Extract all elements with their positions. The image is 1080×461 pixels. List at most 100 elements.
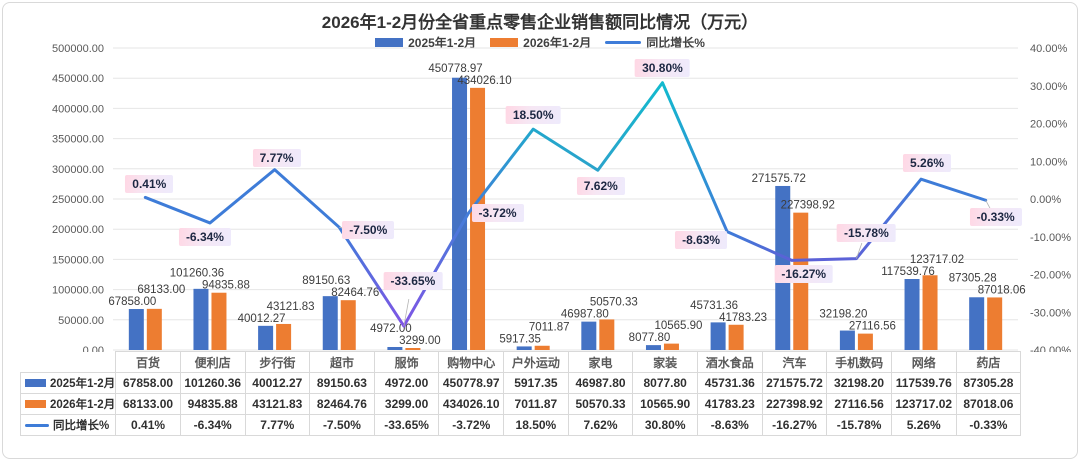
bar-2026 bbox=[146, 308, 162, 350]
table-cell: -0.33% bbox=[955, 414, 1022, 436]
table-cell: 18.50% bbox=[503, 414, 569, 436]
legend-item-2026[interactable]: 2026年1-2月 bbox=[490, 34, 591, 51]
bar-2026 bbox=[211, 292, 227, 350]
value-label-2026: 68133.00 bbox=[137, 284, 185, 296]
value-label-2025: 450778.97 bbox=[428, 63, 482, 75]
value-label-2025: 8077.80 bbox=[629, 332, 671, 344]
left-axis-tick: 250000.00 bbox=[52, 194, 104, 206]
table-cell: 434026.10 bbox=[438, 393, 505, 415]
table-cell: 227398.92 bbox=[761, 393, 828, 415]
table-cell: 82464.76 bbox=[309, 393, 375, 415]
table-cell: 0.41% bbox=[115, 414, 181, 436]
category-header: 服饰 bbox=[373, 351, 440, 373]
category-header: 步行街 bbox=[244, 351, 311, 373]
table-cell: 5917.35 bbox=[503, 372, 569, 394]
value-label-2026: 94835.88 bbox=[202, 280, 250, 292]
value-label-2025: 89150.63 bbox=[302, 275, 350, 287]
value-label-2025: 46987.80 bbox=[561, 309, 609, 321]
bar-2026 bbox=[599, 319, 615, 350]
label-leader bbox=[856, 242, 863, 259]
table-row: 2026年1-2月 68133.00 94835.88 43121.83 82464.7… bbox=[19, 393, 1022, 415]
table-body: 2025年1-2月 67858.00 101260.36 40012.27 89150.… bbox=[19, 372, 1022, 436]
table-cell: 3299.00 bbox=[373, 393, 440, 415]
series-name: 2025年1-2月 bbox=[50, 378, 116, 390]
left-axis-tick: 0.00 bbox=[83, 345, 104, 352]
category-header: 超市 bbox=[309, 351, 375, 373]
bar-2026 bbox=[728, 324, 744, 350]
bar-2025 bbox=[387, 346, 403, 350]
table-row: 同比增长% 0.41% -6.34% 7.77% -7.50% -33.65% -3.72%… bbox=[19, 414, 1022, 436]
table-cell: 43121.83 bbox=[244, 393, 311, 415]
bar-2026 bbox=[405, 348, 421, 350]
value-label-2026: 82464.76 bbox=[331, 287, 379, 299]
series-bar-icon bbox=[25, 379, 46, 387]
table-row: 2025年1-2月 67858.00 101260.36 40012.27 89150.… bbox=[19, 372, 1022, 394]
left-axis-tick: 300000.00 bbox=[52, 164, 104, 176]
left-axis-tick: 350000.00 bbox=[52, 134, 104, 146]
category-header: 酒水食品 bbox=[696, 351, 763, 373]
series-bar-icon bbox=[25, 400, 46, 408]
legend-label-2026: 2026年1-2月 bbox=[523, 36, 592, 50]
bar-2025 bbox=[969, 297, 985, 350]
bar-2026 bbox=[987, 297, 1003, 350]
right-axis-tick: -40.00% bbox=[1030, 345, 1071, 352]
bar-2025 bbox=[128, 309, 144, 350]
value-label-2026: 43121.83 bbox=[267, 301, 315, 313]
value-label-2026: 434026.10 bbox=[457, 75, 511, 87]
right-axis-tick: 20.00% bbox=[1030, 119, 1068, 131]
left-axis-tick: 100000.00 bbox=[52, 285, 104, 297]
table-cell: 117539.76 bbox=[890, 372, 957, 394]
table-cell: 7.62% bbox=[567, 414, 634, 436]
table-cell: 67858.00 bbox=[115, 372, 181, 394]
table-corner bbox=[20, 351, 116, 373]
value-label-2025: 40012.27 bbox=[238, 313, 286, 325]
right-axis-tick: -10.00% bbox=[1030, 232, 1071, 244]
grid-and-axes: 0.00 50000.00 100000.00 150000.00 200000.00 2… bbox=[52, 43, 1071, 352]
value-label-2025: 32198.20 bbox=[819, 309, 867, 321]
table-cell: 27116.56 bbox=[826, 393, 892, 415]
legend-item-growth[interactable]: 同比增长% bbox=[605, 34, 705, 51]
value-label-2026: 50570.33 bbox=[590, 297, 638, 309]
bar-2026 bbox=[470, 87, 486, 350]
legend-item-2025[interactable]: 2025年1-2月 bbox=[375, 34, 476, 51]
series-name: 同比增长% bbox=[53, 420, 110, 432]
bar-2026 bbox=[857, 333, 873, 350]
legend: 2025年1-2月 2026年1-2月 同比增长% bbox=[0, 34, 1080, 51]
legend-label-2025: 2025年1-2月 bbox=[408, 36, 477, 50]
left-axis-tick: 150000.00 bbox=[52, 254, 104, 266]
table-cell: 7011.87 bbox=[503, 393, 569, 415]
label-leader bbox=[712, 231, 728, 237]
bar-2026 bbox=[663, 343, 679, 350]
series-name: 2026年1-2月 bbox=[50, 399, 116, 411]
label-leader bbox=[403, 298, 410, 327]
table-cell: 10565.90 bbox=[632, 393, 698, 415]
right-axis-tick: 40.00% bbox=[1030, 43, 1068, 55]
category-header: 药店 bbox=[955, 351, 1022, 373]
right-axis-tick: -20.00% bbox=[1030, 270, 1071, 282]
series-row-header: 同比增长% bbox=[19, 414, 117, 436]
table-cell: 5.26% bbox=[890, 414, 957, 436]
value-label-2025: 67858.00 bbox=[108, 296, 156, 308]
table-cell: 32198.20 bbox=[826, 372, 892, 394]
legend-label-growth: 同比增长% bbox=[646, 36, 705, 50]
category-header: 网络 bbox=[890, 351, 957, 373]
value-label-2026: 10565.90 bbox=[654, 320, 702, 332]
right-axis-tick: 30.00% bbox=[1030, 81, 1068, 93]
table-cell: 68133.00 bbox=[115, 393, 181, 415]
table-cell: 41783.23 bbox=[696, 393, 763, 415]
value-label-2026: 7011.87 bbox=[529, 321, 570, 333]
bar-2025 bbox=[322, 296, 338, 350]
table-cell: -15.78% bbox=[826, 414, 892, 436]
category-header: 家装 bbox=[632, 351, 698, 373]
bar-2025 bbox=[839, 330, 855, 350]
value-label-2026: 3299.00 bbox=[399, 335, 441, 347]
table-cell: 123717.02 bbox=[890, 393, 957, 415]
category-header: 购物中心 bbox=[438, 351, 505, 373]
bar-2025 bbox=[258, 325, 274, 350]
value-label-2026: 41783.23 bbox=[719, 312, 767, 324]
table-cell: 450778.97 bbox=[438, 372, 505, 394]
label-leader bbox=[985, 200, 992, 211]
series-line-icon bbox=[25, 423, 49, 427]
table-cell: 46987.80 bbox=[567, 372, 634, 394]
